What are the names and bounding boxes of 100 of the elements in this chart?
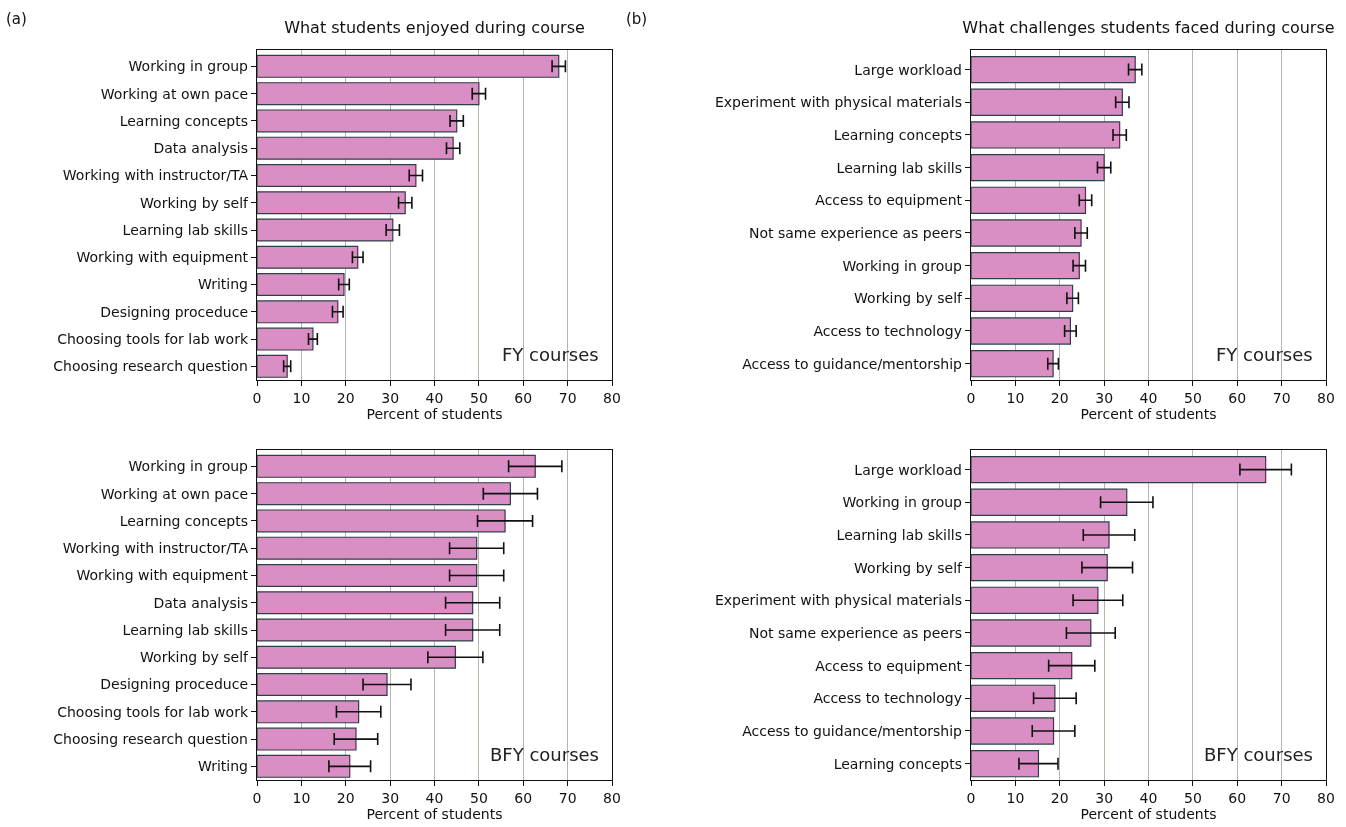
bar — [971, 684, 1056, 712]
y-tick-label: Working by self — [140, 194, 250, 211]
y-tick-label: Learning concepts — [833, 755, 962, 772]
y-tick-label: Experiment with physical materials — [714, 592, 962, 609]
x-tick-label: 60 — [1228, 790, 1247, 806]
bar — [971, 55, 1136, 84]
x-tick-label: 60 — [514, 790, 533, 806]
bar — [257, 727, 357, 751]
x-axis-title: Percent of students — [366, 406, 503, 423]
y-tick-label: Learning concepts — [833, 126, 962, 143]
x-tick-label: 20 — [1050, 390, 1069, 406]
bar — [257, 82, 480, 106]
y-tick-label: Access to equipment — [815, 657, 963, 674]
bar — [971, 88, 1123, 116]
y-tick-label: Experiment with physical materials — [714, 94, 962, 111]
bar — [971, 455, 1267, 484]
bar — [257, 327, 314, 351]
y-tick-label: Working with instructor/TA — [62, 167, 249, 184]
bar — [971, 586, 1099, 614]
x-tick-label: 50 — [1183, 790, 1202, 806]
y-tick-label: Learning lab skills — [122, 621, 248, 638]
y-tick-label: Learning lab skills — [122, 221, 248, 238]
y-tick-label: Large workload — [854, 461, 962, 478]
x-tick-label: 30 — [381, 390, 400, 406]
x-tick-label: 0 — [966, 790, 976, 806]
x-tick-label: 70 — [1272, 790, 1291, 806]
bar — [971, 121, 1121, 149]
bar — [257, 591, 474, 615]
bar — [971, 717, 1055, 745]
y-tick-label: Working at own pace — [100, 85, 248, 102]
y-tick-label: Not same experience as peers — [748, 624, 962, 641]
x-tick-label: 80 — [603, 390, 621, 406]
x-axis-title: Percent of students — [1080, 406, 1217, 423]
bar — [971, 349, 1054, 378]
text: (a) — [6, 10, 27, 28]
y-tick-label: Working by self — [854, 290, 964, 307]
annotation: FY courses — [1216, 344, 1313, 365]
bar — [971, 284, 1074, 312]
bar — [257, 163, 417, 187]
y-tick-label: Working with equipment — [76, 249, 249, 266]
x-tick-label: 10 — [292, 390, 311, 406]
y-tick-label: Writing — [198, 276, 248, 293]
x-tick-label: 70 — [558, 790, 577, 806]
x-tick-label: 50 — [469, 390, 488, 406]
bar — [257, 673, 388, 697]
x-axis-title: Percent of students — [1080, 806, 1217, 823]
bar — [257, 300, 339, 324]
x-tick-label: 30 — [381, 790, 400, 806]
bar — [257, 454, 536, 478]
x-tick-label: 40 — [1139, 790, 1158, 806]
x-tick-label: 0 — [252, 390, 262, 406]
bar — [971, 153, 1105, 182]
bar — [971, 749, 1040, 778]
y-tick-label: Access to technology — [813, 690, 962, 707]
x-tick-label: 80 — [1317, 390, 1335, 406]
bar — [971, 553, 1108, 582]
y-tick-label: Access to guidance/mentorship — [742, 355, 963, 372]
x-tick-label: 10 — [292, 790, 311, 806]
y-tick-label: Working with equipment — [76, 567, 249, 584]
bar — [257, 136, 454, 160]
x-tick-label: 0 — [966, 390, 976, 406]
x-tick-label: 70 — [558, 390, 577, 406]
bar — [257, 509, 506, 533]
x-tick-label: 70 — [1272, 390, 1291, 406]
y-tick-label: Access to technology — [813, 322, 962, 339]
y-tick-label: Access to guidance/mentorship — [742, 722, 963, 739]
y-tick-label: Data analysis — [153, 594, 248, 611]
y-tick-label: Working at own pace — [100, 485, 248, 502]
y-tick-label: Learning lab skills — [836, 526, 962, 543]
x-tick-label: 20 — [336, 790, 355, 806]
x-tick-label: 40 — [1139, 390, 1158, 406]
x-tick-label: 80 — [603, 790, 621, 806]
bar — [971, 521, 1110, 549]
y-tick-label: Access to equipment — [815, 192, 963, 209]
x-tick-label: 10 — [1006, 390, 1025, 406]
bar — [257, 273, 345, 297]
y-tick-label: Working in group — [128, 58, 249, 75]
x-tick-label: 20 — [336, 390, 355, 406]
x-tick-label: 40 — [425, 390, 444, 406]
y-tick-label: Learning concepts — [119, 112, 248, 129]
y-tick-label: Choosing research question — [53, 730, 248, 747]
bar — [971, 186, 1087, 214]
x-tick-label: 30 — [1095, 790, 1114, 806]
bar — [257, 700, 360, 724]
bar — [257, 354, 288, 378]
x-tick-label: 50 — [1183, 390, 1202, 406]
y-tick-label: Not same experience as peers — [748, 224, 962, 241]
y-tick-label: Working by self — [854, 559, 964, 576]
y-tick-label: Data analysis — [153, 140, 248, 157]
text: (b) — [626, 10, 648, 28]
y-tick-label: Working in group — [842, 257, 963, 274]
bar — [257, 109, 458, 133]
y-tick-label: Choosing research question — [53, 358, 248, 375]
y-tick-label: Large workload — [854, 61, 962, 78]
x-tick-label: 30 — [1095, 390, 1114, 406]
x-tick-label: 0 — [252, 790, 262, 806]
x-tick-label: 60 — [1228, 390, 1247, 406]
x-tick-label: 40 — [425, 790, 444, 806]
bar — [971, 651, 1073, 680]
bar — [257, 54, 560, 78]
